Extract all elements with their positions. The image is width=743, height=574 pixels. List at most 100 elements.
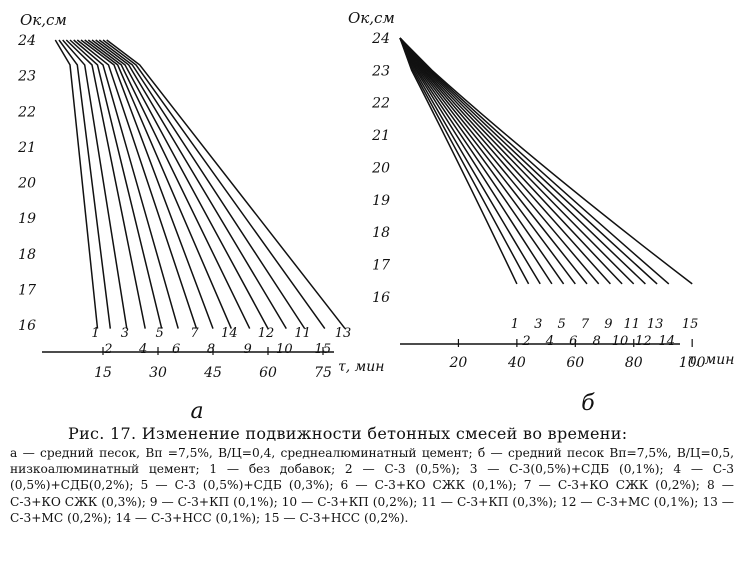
x-axis-label: τ, мин	[688, 352, 735, 368]
curve-number-label: 4	[545, 334, 554, 349]
series-line-2	[399, 37, 530, 285]
curve-number-label: 9	[244, 342, 252, 357]
y-tick-label: 21	[371, 128, 390, 144]
curve-number-label: 11	[294, 326, 311, 341]
y-axis-label: Ок,см	[348, 9, 395, 27]
series-line-3	[399, 37, 541, 285]
y-tick-label: 22	[371, 96, 390, 112]
curve-number-label: 5	[557, 317, 565, 332]
panel-label: б	[581, 391, 595, 416]
series-line-5	[399, 37, 565, 285]
series-line-10	[399, 37, 623, 285]
series-line-11	[98, 39, 306, 330]
caption-body: а — средний песок, Bп =7,5%, В/Ц=0,4, ср…	[10, 446, 734, 525]
series-line-6	[399, 37, 576, 285]
y-tick-label: 17	[372, 257, 390, 273]
curve-number-label: 12	[635, 334, 652, 349]
series-line-12	[91, 39, 269, 329]
series-line-8	[80, 39, 214, 329]
y-tick-label: 17	[18, 282, 36, 298]
series-line-1	[399, 37, 518, 285]
y-tick-label: 21	[17, 140, 36, 156]
y-tick-label: 16	[18, 318, 36, 334]
series-line-1	[54, 39, 99, 329]
series-line-7	[76, 39, 198, 329]
x-tick-label: 60	[259, 365, 277, 381]
y-tick-label: 18	[18, 247, 36, 263]
curve-number-label: 7	[190, 326, 199, 341]
curve-number-label: 1	[511, 317, 519, 332]
curve-number-label: 6	[172, 342, 180, 357]
x-tick-label: 15	[94, 365, 112, 381]
y-tick-label: 19	[18, 211, 36, 227]
x-tick-label: 30	[149, 365, 167, 381]
y-tick-label: 23	[371, 63, 390, 79]
y-tick-label: 19	[372, 193, 390, 209]
y-tick-label: 16	[372, 290, 390, 306]
series-line-4	[65, 39, 146, 329]
x-tick-label: 20	[449, 355, 468, 371]
y-tick-label: 20	[371, 160, 390, 176]
series-line-7	[399, 37, 588, 285]
curve-number-label: 13	[335, 326, 352, 341]
y-tick-label: 20	[17, 176, 36, 192]
panel-label: а	[190, 399, 203, 420]
curve-number-label: 10	[612, 334, 629, 349]
curve-number-label: 8	[207, 342, 215, 357]
series-line-2	[58, 39, 112, 329]
curve-number-label: 10	[276, 342, 293, 357]
series-line-3	[62, 39, 128, 329]
x-tick-label: 40	[507, 355, 526, 371]
curve-number-label: 12	[258, 326, 275, 341]
x-tick-label: 75	[314, 365, 332, 381]
series-line-13	[399, 37, 658, 285]
curve-number-label: 1	[91, 326, 99, 341]
series-line-6	[73, 39, 179, 329]
y-tick-label: 22	[17, 104, 36, 120]
series-line-14	[399, 37, 670, 285]
y-tick-label: 18	[372, 225, 390, 241]
curve-number-label: 3	[534, 317, 542, 332]
x-tick-label: 45	[203, 365, 222, 381]
series-line-13	[106, 39, 346, 330]
curve-number-label: 6	[569, 334, 577, 349]
curve-number-label: 15	[682, 317, 699, 332]
series-line-12	[399, 37, 646, 285]
series-line-4	[399, 37, 553, 285]
curve-number-label: 14	[221, 326, 238, 341]
y-axis-label: Ок,см	[20, 11, 67, 29]
curve-number-label: 3	[121, 326, 129, 341]
y-tick-label: 23	[17, 69, 36, 85]
curve-number-label: 5	[156, 326, 164, 341]
series-line-8	[399, 37, 600, 285]
curve-number-label: 11	[623, 317, 640, 332]
series-line-15	[399, 37, 693, 285]
curve-number-label: 2	[521, 334, 530, 349]
curve-number-label: 9	[604, 317, 612, 332]
x-tick-label: 80	[625, 355, 643, 371]
series-line-5	[69, 39, 163, 329]
x-tick-label: 60	[566, 355, 584, 371]
x-tick-label: 100	[679, 355, 706, 371]
curve-number-label: 14	[659, 334, 676, 349]
series-line-10	[95, 39, 287, 329]
series-line-11	[399, 37, 635, 285]
y-tick-label: 24	[17, 33, 36, 49]
caption-title: Рис. 17. Изменение подвижности бетонных …	[68, 424, 628, 443]
figure-caption: Рис. 17. Изменение подвижности бетонных …	[10, 424, 734, 526]
curve-number-label: 13	[647, 317, 664, 332]
curve-number-label: 7	[581, 317, 590, 332]
curve-number-label: 8	[593, 334, 601, 349]
curve-number-label: 2	[103, 342, 112, 357]
x-axis-label: τ, мин	[338, 359, 385, 375]
series-line-15	[102, 39, 326, 330]
series-line-14	[84, 39, 232, 329]
curve-number-label: 4	[138, 342, 147, 357]
series-line-9	[87, 39, 251, 329]
series-line-9	[399, 37, 611, 285]
curve-number-label: 15	[315, 342, 332, 357]
y-tick-label: 24	[371, 31, 390, 47]
